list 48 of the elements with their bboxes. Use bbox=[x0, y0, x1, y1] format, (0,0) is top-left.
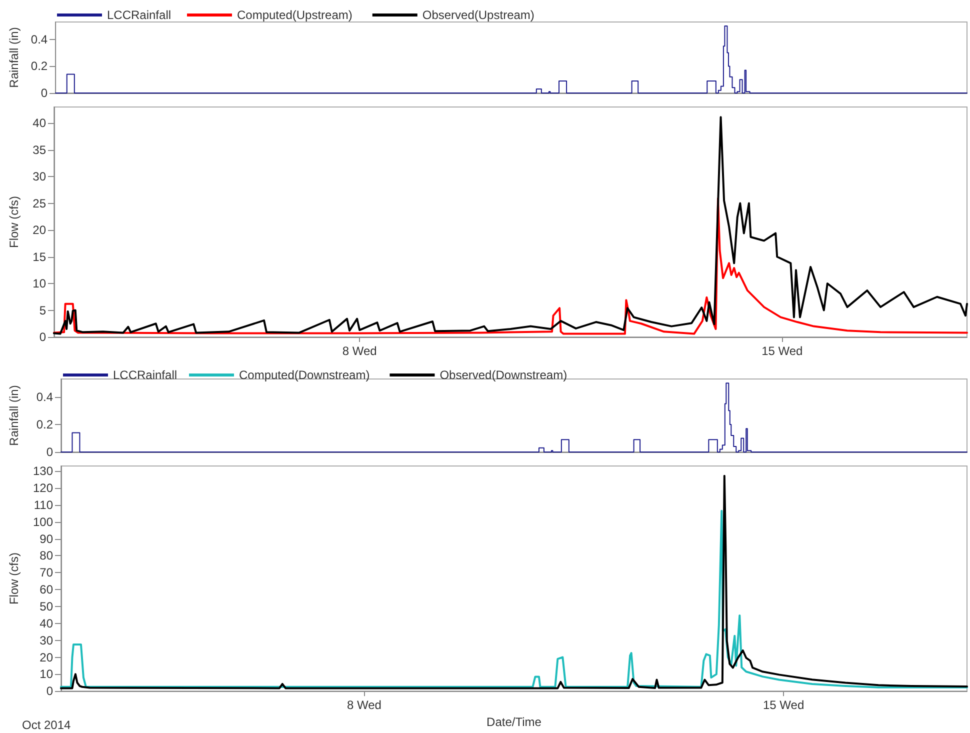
y-tick-label: 20 bbox=[32, 223, 46, 238]
y-tick-label: 10 bbox=[32, 276, 46, 291]
y-tick-label: 15 bbox=[32, 250, 46, 264]
y-tick-label: 35 bbox=[32, 142, 46, 157]
y-tick-label: 50 bbox=[40, 599, 54, 614]
y-tick-label: 30 bbox=[32, 170, 46, 184]
legend-label: LCCRainfall bbox=[107, 8, 172, 22]
x-tick-label: 8 Wed bbox=[342, 344, 377, 358]
y-tick-label: 30 bbox=[40, 633, 54, 648]
y-tick-label: 100 bbox=[32, 514, 54, 529]
y-tick-label: 0 bbox=[39, 330, 46, 344]
y-tick-label: 40 bbox=[32, 116, 46, 130]
y-tick-label: 110 bbox=[34, 498, 54, 512]
y-tick-label: 25 bbox=[32, 196, 46, 210]
y-tick-label: 20 bbox=[40, 650, 54, 664]
y-tick-label: 0 bbox=[46, 445, 54, 459]
x-axis-title: Date/Time bbox=[486, 715, 542, 729]
y-tick-label: 130 bbox=[32, 464, 54, 478]
y-axis-title: Rainfall (in) bbox=[7, 385, 21, 446]
line-series bbox=[60, 510, 968, 688]
y-tick-label: 70 bbox=[40, 566, 54, 580]
y-tick-label: 60 bbox=[40, 582, 54, 597]
y-axis-title: Flow (cfs) bbox=[7, 552, 21, 605]
line-series bbox=[60, 474, 968, 690]
line-series bbox=[53, 116, 968, 335]
legend-label: Observed(Upstream) bbox=[422, 8, 534, 22]
y-tick-label: 90 bbox=[40, 532, 54, 546]
legend-label: LCCRainfall bbox=[113, 368, 178, 382]
y-tick-label: 0.4 bbox=[36, 390, 54, 404]
y-tick-label: 0 bbox=[40, 86, 48, 100]
legend-label: Computed(Upstream) bbox=[237, 8, 352, 22]
y-axis-title: Flow (cfs) bbox=[7, 196, 21, 248]
y-tick-label: 120 bbox=[32, 481, 54, 495]
legend-label: Observed(Downstream) bbox=[440, 368, 568, 382]
y-tick-label: 40 bbox=[40, 616, 54, 630]
y-tick-label: 0.2 bbox=[36, 417, 54, 432]
x-tick-label: 15 Wed bbox=[762, 698, 804, 712]
y-tick-label: 5 bbox=[39, 303, 46, 318]
y-tick-label: 10 bbox=[40, 667, 54, 682]
legend-label: Computed(Downstream) bbox=[239, 368, 370, 382]
x-tick-label: 15 Wed bbox=[762, 344, 803, 358]
y-tick-label: 0.4 bbox=[30, 32, 48, 46]
y-tick-label: 0.2 bbox=[30, 59, 48, 74]
y-tick-label: 0 bbox=[46, 684, 54, 698]
y-tick-label: 80 bbox=[40, 548, 54, 563]
y-axis-title: Rainfall (in) bbox=[7, 27, 21, 88]
x-tick-label: 8 Wed bbox=[347, 698, 382, 712]
text: Oct 2014 bbox=[22, 718, 72, 732]
